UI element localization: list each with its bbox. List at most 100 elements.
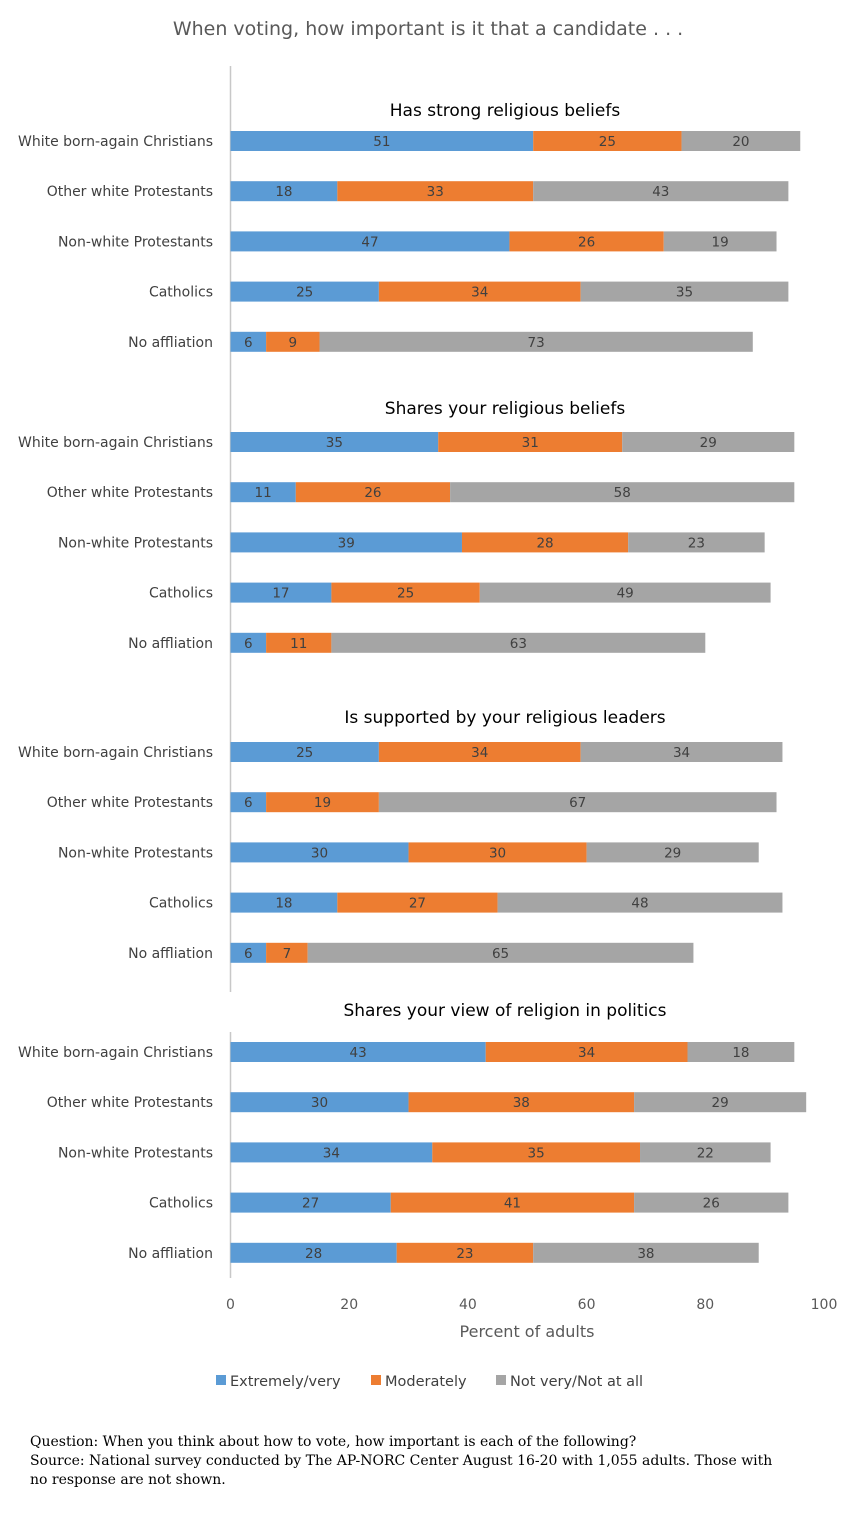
data-label: 33	[427, 184, 444, 200]
bar-segment-not-very-not-at-all	[640, 1142, 771, 1163]
bar-segment-moderately	[485, 1042, 688, 1062]
bar-segment-moderately	[266, 632, 332, 653]
x-tick-label: 80	[696, 1297, 714, 1313]
bar-segment-moderately	[378, 281, 581, 302]
panel-title-4: Shares your view of religion in politics	[343, 1001, 666, 1021]
data-label: 38	[513, 1095, 530, 1111]
category-label: Other white Protestants	[47, 184, 213, 200]
legend-label: Extremely/very	[230, 1374, 341, 1390]
data-label: 34	[471, 285, 488, 301]
data-label: 6	[244, 946, 253, 962]
bar-segment-extremely-very	[230, 1192, 391, 1213]
x-tick-label: 0	[226, 1297, 235, 1313]
data-label: 19	[712, 234, 729, 250]
data-label: 25	[296, 285, 313, 301]
legend-label: Not very/Not at all	[510, 1374, 643, 1390]
data-label: 23	[688, 535, 705, 551]
bar-segment-not-very-not-at-all	[580, 281, 789, 302]
bar-segment-extremely-very	[230, 842, 409, 863]
bar-segment-not-very-not-at-all	[586, 842, 759, 863]
category-label: No affliation	[128, 636, 213, 652]
bar-segment-extremely-very	[230, 742, 379, 762]
category-label: Non-white Protestants	[58, 845, 213, 861]
bar-segment-not-very-not-at-all	[331, 632, 706, 653]
data-label: 6	[244, 335, 253, 351]
data-label: 47	[361, 234, 378, 250]
data-label: 38	[637, 1246, 654, 1262]
bar-segment-moderately	[266, 792, 379, 813]
x-tick-label: 60	[578, 1297, 596, 1313]
x-tick-label: 20	[340, 1297, 358, 1313]
bar-segment-not-very-not-at-all	[663, 231, 777, 252]
data-label: 35	[676, 285, 693, 301]
data-label: 35	[528, 1145, 545, 1161]
panel-title-3: Is supported by your religious leaders	[344, 708, 665, 728]
data-label: 6	[244, 636, 253, 652]
bar-segment-moderately	[408, 1092, 635, 1113]
data-label: 25	[296, 745, 313, 761]
data-label: 18	[732, 1045, 749, 1061]
data-label: 35	[326, 435, 343, 451]
data-label: 18	[275, 896, 292, 912]
footnote: Question: When you think about how to vo…	[30, 1433, 830, 1490]
data-label: 41	[504, 1196, 521, 1212]
bar-segment-extremely-very	[230, 1242, 397, 1263]
data-label: 26	[364, 485, 381, 501]
x-tick-label: 40	[459, 1297, 477, 1313]
data-label: 25	[599, 134, 616, 150]
category-label: Non-white Protestants	[58, 234, 213, 250]
bar-segment-not-very-not-at-all	[681, 131, 801, 151]
category-label: Catholics	[149, 285, 213, 301]
legend-label: Moderately	[385, 1374, 467, 1390]
data-label: 19	[314, 795, 331, 811]
legend-swatch	[496, 1375, 506, 1385]
category-label: White born-again Christians	[18, 745, 213, 761]
category-label: White born-again Christians	[18, 435, 213, 451]
category-label: Non-white Protestants	[58, 535, 213, 551]
bar-segment-not-very-not-at-all	[687, 1042, 795, 1062]
data-label: 27	[409, 896, 426, 912]
bar-segment-not-very-not-at-all	[533, 181, 789, 202]
data-label: 9	[289, 335, 298, 351]
data-label: 49	[617, 586, 634, 602]
data-label: 22	[697, 1145, 714, 1161]
bar-segment-moderately	[390, 1192, 635, 1213]
data-label: 30	[489, 845, 506, 861]
data-label: 29	[664, 845, 681, 861]
data-label: 20	[732, 134, 749, 150]
data-label: 6	[244, 795, 253, 811]
data-label: 51	[373, 134, 390, 150]
bar-segment-extremely-very	[230, 1142, 433, 1163]
bar-segment-not-very-not-at-all	[628, 532, 765, 553]
bar-segment-not-very-not-at-all	[622, 432, 795, 452]
bar-segment-not-very-not-at-all	[450, 482, 795, 503]
bar-segment-extremely-very	[230, 231, 510, 252]
bar-segment-extremely-very	[230, 792, 267, 813]
data-label: 28	[305, 1246, 322, 1262]
data-label: 26	[578, 234, 595, 250]
data-label: 63	[510, 636, 527, 652]
category-label: Other white Protestants	[47, 485, 213, 501]
category-label: Other white Protestants	[47, 1095, 213, 1111]
bar-segment-extremely-very	[230, 181, 338, 202]
bar-segment-moderately	[438, 432, 623, 452]
bar-segment-moderately	[266, 942, 308, 963]
bar-segment-extremely-very	[230, 281, 379, 302]
data-label: 31	[522, 435, 539, 451]
bar-segment-extremely-very	[230, 1092, 409, 1113]
chart: When voting, how important is it that a …	[18, 18, 837, 1390]
category-label: Non-white Protestants	[58, 1145, 213, 1161]
bar-segment-not-very-not-at-all	[479, 582, 771, 603]
bar-segment-moderately	[337, 892, 498, 913]
data-label: 48	[631, 896, 648, 912]
category-label: White born-again Christians	[18, 1045, 213, 1061]
category-label: No affliation	[128, 1246, 213, 1262]
bar-segment-extremely-very	[230, 942, 267, 963]
bar-segment-not-very-not-at-all	[378, 792, 777, 813]
category-label: No affliation	[128, 335, 213, 351]
bar-segment-not-very-not-at-all	[580, 742, 783, 762]
data-label: 43	[652, 184, 669, 200]
data-label: 30	[311, 1095, 328, 1111]
bar-segment-moderately	[337, 181, 534, 202]
bar-segment-extremely-very	[230, 532, 462, 553]
